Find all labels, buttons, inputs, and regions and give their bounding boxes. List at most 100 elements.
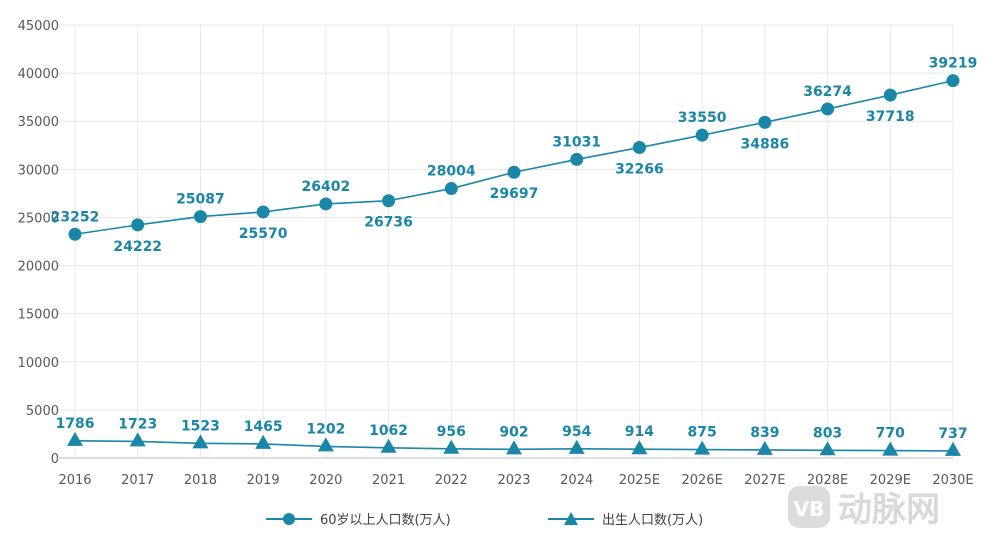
data-point-triangle <box>945 441 961 456</box>
y-tick-label: 5000 <box>26 404 59 419</box>
data-point-circle <box>131 218 145 232</box>
legend-label-births: 出生人口数(万人) <box>602 513 703 528</box>
data-label: 1723 <box>118 416 157 432</box>
data-point-triangle <box>129 432 146 447</box>
data-label: 37718 <box>866 109 915 125</box>
data-point-triangle <box>694 440 711 455</box>
data-label: 26402 <box>301 179 350 195</box>
data-label: 32266 <box>615 162 664 178</box>
data-label: 33550 <box>678 110 727 126</box>
legend-marker-births <box>564 512 578 525</box>
y-tick-label: 30000 <box>18 163 59 178</box>
data-point-circle <box>319 197 333 211</box>
data-point-circle <box>883 88 897 102</box>
data-label: 875 <box>688 425 717 441</box>
data-point-circle <box>632 141 646 155</box>
y-tick-label: 45000 <box>18 19 59 34</box>
y-tick-label: 20000 <box>18 260 59 275</box>
data-label: 839 <box>750 425 779 441</box>
x-tick-label: 2020 <box>309 473 342 488</box>
data-point-triangle <box>506 440 522 455</box>
y-tick-label: 10000 <box>18 356 59 371</box>
data-point-triangle <box>192 434 209 449</box>
data-point-triangle <box>631 440 648 455</box>
data-label: 39219 <box>929 56 978 72</box>
x-tick-label: 2027E <box>744 473 785 488</box>
x-tick-label: 2021 <box>372 473 405 488</box>
data-point-circle <box>256 205 270 219</box>
legend: 60岁以上人口数(万人) 出生人口数(万人) <box>266 512 703 528</box>
data-label: 25087 <box>176 192 225 208</box>
data-label: 26736 <box>364 215 413 231</box>
y-tick-label: 0 <box>51 452 59 467</box>
x-tick-label: 2028E <box>807 473 848 488</box>
data-label: 24222 <box>113 239 162 255</box>
x-tick-label: 2029E <box>870 473 911 488</box>
series-1: 1786 1723 1523 1465 1202 1062 956 902 954 914 875 8… <box>56 416 968 456</box>
series-layer: 23252 24222 25087 25570 26402 26736 28004 29697… <box>51 56 978 456</box>
data-label: 737 <box>938 426 967 442</box>
x-tick-label: 2030E <box>932 473 973 488</box>
data-point-triangle <box>67 431 83 446</box>
data-point-circle <box>193 210 207 224</box>
watermark: VB 动脉网 <box>788 486 940 530</box>
data-point-triangle <box>568 439 585 454</box>
grid-lines <box>57 24 954 458</box>
x-tick-label: 2024 <box>560 473 593 488</box>
x-tick-label: 2017 <box>121 473 154 488</box>
data-point-triangle <box>317 437 334 452</box>
y-tick-label: 40000 <box>18 67 59 82</box>
data-point-circle <box>444 182 458 196</box>
data-label: 954 <box>562 424 591 440</box>
data-point-circle <box>570 152 584 166</box>
data-point-circle <box>68 227 82 241</box>
legend-marker-elderly <box>283 513 295 525</box>
data-point-triangle <box>819 441 836 456</box>
x-tick-label: 2018 <box>184 473 217 488</box>
data-label: 914 <box>625 424 654 440</box>
vb-logo-icon: VB <box>788 486 830 528</box>
data-point-triangle <box>443 439 460 454</box>
y-tick-label: 35000 <box>18 115 59 130</box>
y-tick-label: 25000 <box>18 211 59 226</box>
data-label: 902 <box>499 424 528 440</box>
data-label: 36274 <box>803 84 852 100</box>
svg-text:VB: VB <box>794 497 825 521</box>
data-label: 1202 <box>306 421 345 437</box>
data-point-triangle <box>756 440 773 455</box>
data-point-triangle <box>380 438 397 453</box>
legend-label-elderly: 60岁以上人口数(万人) <box>320 513 451 528</box>
series-0: 23252 24222 25087 25570 26402 26736 28004 29697… <box>51 56 978 255</box>
data-label: 1786 <box>56 416 95 432</box>
data-label: 1465 <box>244 419 283 435</box>
data-label: 770 <box>876 426 905 442</box>
data-label: 31031 <box>552 134 601 150</box>
data-point-circle <box>507 165 521 179</box>
x-tick-label: 2022 <box>435 473 468 488</box>
y-axis-ticks: 0 5000 10000 15000 20000 25000 30000 35000 40000… <box>18 19 59 467</box>
y-tick-label: 15000 <box>18 308 59 323</box>
data-label: 1062 <box>369 423 408 439</box>
data-label: 29697 <box>490 186 539 202</box>
data-point-circle <box>758 115 772 129</box>
data-label: 1523 <box>181 418 220 434</box>
data-label: 956 <box>437 424 466 440</box>
x-tick-label: 2025E <box>619 473 660 488</box>
data-point-circle <box>946 74 960 88</box>
x-tick-label: 2019 <box>247 473 280 488</box>
x-tick-label: 2016 <box>58 473 91 488</box>
data-point-triangle <box>882 441 899 456</box>
x-axis-ticks: 2016 2017 2018 2019 2020 2021 2022 2023 2024 2025… <box>58 473 973 488</box>
x-tick-label: 2026E <box>681 473 722 488</box>
watermark-text: 动脉网 <box>838 490 940 530</box>
data-label: 25570 <box>239 226 288 242</box>
data-point-circle <box>382 194 396 208</box>
data-point-circle <box>821 102 835 116</box>
data-label: 28004 <box>427 164 476 180</box>
x-tick-label: 2023 <box>497 473 530 488</box>
data-label: 23252 <box>51 209 100 225</box>
data-point-circle <box>695 128 709 142</box>
data-point-triangle <box>255 434 272 449</box>
data-label: 34886 <box>740 136 789 152</box>
